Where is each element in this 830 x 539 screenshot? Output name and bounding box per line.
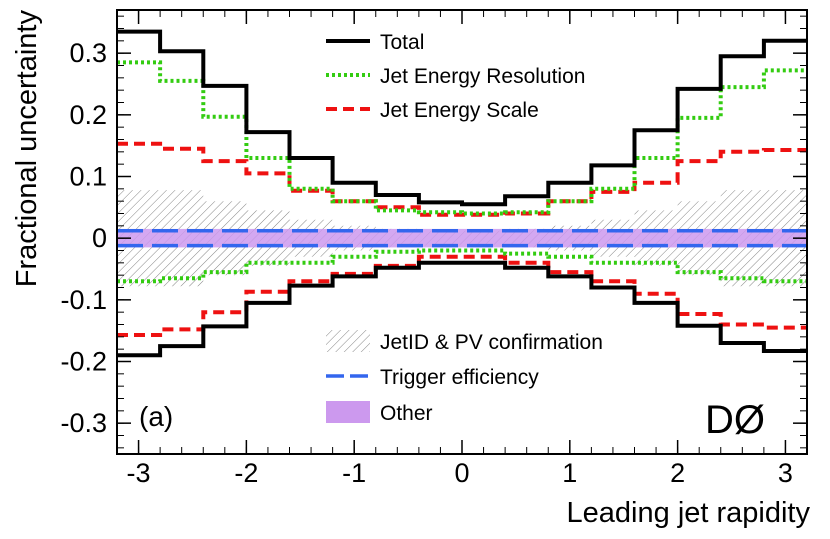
- legend-label-jetid-pv-confirmation: JetID & PV confirmation: [380, 331, 603, 354]
- y-tick-label: 0.3: [69, 38, 107, 68]
- series-total-lower: [117, 260, 807, 358]
- y-tick-label: -0.3: [60, 408, 107, 438]
- y-tick-label: -0.2: [60, 347, 107, 377]
- x-tick-label: -1: [342, 458, 366, 488]
- legend-label-jet-energy-resolution: Jet Energy Resolution: [380, 65, 585, 88]
- series-total-upper: [117, 29, 807, 207]
- legend-label-jet-energy-scale: Jet Energy Scale: [380, 99, 539, 122]
- band-other: [117, 228, 807, 248]
- ticks-layer: -3 -2 -1 0 1 2 3 -0.3 -0.2 -0.1 0 0.1 0.2 0.3: [60, 10, 808, 488]
- legend-label-other: Other: [380, 402, 433, 425]
- x-tick-label: -2: [234, 458, 258, 488]
- y-tick-label: 0.1: [69, 162, 107, 192]
- x-tick-label: 2: [670, 458, 685, 488]
- legend-swatch-other: [326, 401, 370, 423]
- x-tick-label: 0: [454, 458, 469, 488]
- panel-label: (a): [139, 401, 173, 432]
- y-tick-label: 0: [92, 223, 107, 253]
- x-tick-label: 1: [562, 458, 577, 488]
- x-axis-title: Leading jet rapidity: [567, 497, 811, 529]
- series-jet-energy-scale-upper: [117, 141, 807, 217]
- legend: Total Jet Energy Resolution Jet Energy Sca…: [326, 31, 603, 425]
- x-tick-label: -3: [127, 458, 151, 488]
- experiment-label: DØ: [705, 398, 765, 442]
- legend-swatch-jetid-pv-confirmation: [326, 330, 370, 352]
- y-tick-label: -0.1: [60, 285, 107, 315]
- y-tick-label: 0.2: [69, 100, 107, 130]
- legend-label-trigger-efficiency: Trigger efficiency: [380, 366, 539, 389]
- y-axis-title: Fractional uncertainty: [11, 10, 43, 288]
- x-tick-label: 3: [778, 458, 793, 488]
- series-layer: [117, 29, 807, 358]
- legend-label-total: Total: [380, 31, 424, 54]
